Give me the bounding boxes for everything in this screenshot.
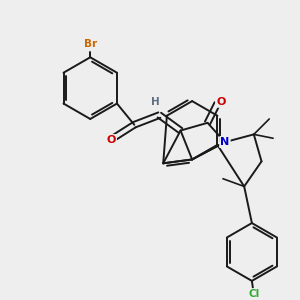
Text: H: H xyxy=(151,97,160,106)
Text: N: N xyxy=(220,137,230,147)
Text: Br: Br xyxy=(84,39,97,49)
Text: Cl: Cl xyxy=(248,290,260,299)
Text: O: O xyxy=(216,97,226,106)
Text: N: N xyxy=(220,137,230,147)
Text: O: O xyxy=(216,97,226,106)
Text: H: H xyxy=(151,97,160,106)
Text: O: O xyxy=(106,135,116,145)
Text: O: O xyxy=(106,135,116,145)
Text: Cl: Cl xyxy=(248,290,260,299)
Text: Br: Br xyxy=(84,39,97,49)
